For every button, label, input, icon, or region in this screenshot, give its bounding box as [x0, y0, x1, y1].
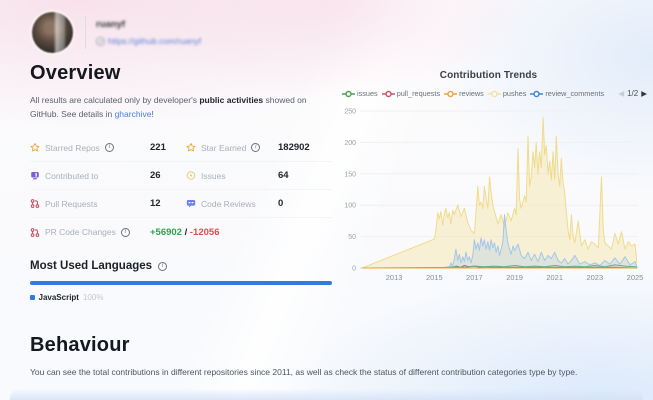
stat-label-code-reviews: Code Reviews: [186, 198, 278, 209]
contribution-trends-panel: Contribution Trends issues pull_requests r…: [340, 70, 647, 288]
chart-legend: issues pull_requests reviews pushes review_c…: [342, 89, 647, 98]
legend-item-issues[interactable]: issues: [342, 89, 378, 98]
info-icon[interactable]: i: [158, 261, 168, 271]
behaviour-title: Behaviour: [30, 334, 130, 356]
gharchive-link[interactable]: gharchive: [114, 108, 152, 119]
overview-desc-bold: public activities: [199, 95, 264, 105]
svg-text:250: 250: [344, 109, 356, 116]
language-bar: [30, 281, 332, 286]
stat-label-starred-repos: Starred Repos i: [30, 142, 150, 153]
svg-text:2017: 2017: [466, 273, 483, 282]
svg-text:2023: 2023: [586, 273, 603, 282]
info-icon[interactable]: i: [120, 227, 130, 237]
issue-icon: [186, 171, 196, 180]
overview-desc-end: !: [151, 108, 154, 119]
svg-text:150: 150: [344, 171, 356, 178]
languages-section: Most Used Languages i JavaScript 100%: [30, 260, 332, 302]
svg-text:2025: 2025: [627, 273, 644, 282]
stat-row: Pull Requests 12 Code Reviews 0: [30, 190, 332, 219]
avatar: [32, 12, 73, 53]
overview-title: Overview: [30, 62, 121, 84]
stat-label-contributed-to: Contributed to: [30, 170, 150, 181]
legend-marker-icon: [487, 90, 501, 97]
languages-title: Most Used Languages: [30, 260, 153, 273]
pr-icon: [30, 227, 40, 237]
star-icon: [30, 143, 40, 152]
next-chart-preview: [10, 389, 643, 400]
language-dot: [30, 295, 35, 300]
profile-url: https://github.com/ruanyf: [108, 36, 202, 46]
legend-marker-icon: [530, 90, 544, 97]
pr-icon: [30, 199, 40, 209]
contribution-trends-chart[interactable]: 0 50 100 150 200 250 2013 2015 2017 2019 2021 2023 2…: [340, 104, 647, 288]
legend-prev-arrow[interactable]: ◀: [618, 89, 625, 98]
legend-item-pull_requests[interactable]: pull_requests: [381, 89, 440, 98]
stat-value-pull-requests: 12: [150, 198, 161, 210]
behaviour-desc: You can see the total contributions in d…: [30, 367, 578, 377]
profile-link[interactable]: https://github.com/ruanyf: [96, 36, 201, 46]
legend-marker-icon: [381, 90, 395, 97]
svg-text:100: 100: [344, 203, 356, 210]
legend-next-arrow[interactable]: ▶: [641, 89, 647, 98]
star-icon: [186, 143, 196, 152]
behaviour-section: Behaviour You can see the total contribu…: [30, 334, 630, 377]
stat-value-contributed-to: 26: [150, 170, 161, 182]
legend-item-pushes[interactable]: pushes: [487, 89, 526, 98]
stat-value-star-earned: 182902: [278, 142, 310, 154]
stat-label-pr-code-changes: PR Code Changes i: [30, 227, 150, 238]
overview-desc-text: All results are calculated only by devel…: [30, 95, 200, 105]
svg-text:2021: 2021: [546, 273, 563, 282]
svg-text:2019: 2019: [506, 273, 523, 282]
info-icon[interactable]: i: [251, 143, 261, 153]
stat-row: Starred Repos i 221 Star Earned i 182902: [30, 134, 332, 163]
overview-desc: All results are calculated only by devel…: [30, 94, 332, 121]
stat-label-pull-requests: Pull Requests: [30, 198, 150, 209]
overview-stats: Starred Repos i 221 Star Earned i 182902 Con…: [30, 134, 332, 246]
profile-header: ruanyf https://github.com/ruanyf: [32, 12, 201, 53]
stat-value-code-reviews: 0: [278, 198, 284, 210]
legend-marker-icon: [444, 90, 458, 97]
legend-pagination: ◀ 1/2 ▶: [618, 89, 647, 98]
username: ruanyf: [96, 19, 126, 30]
stat-label-issues: Issues: [186, 170, 278, 181]
legend-item-reviews[interactable]: reviews: [444, 89, 484, 98]
legend-marker-icon: [342, 90, 355, 97]
svg-text:2013: 2013: [386, 273, 403, 282]
stat-value-starred-repos: 221: [150, 142, 166, 154]
svg-text:0: 0: [352, 266, 356, 273]
stat-value-pr-code-changes: +56902 / -12056: [150, 226, 220, 238]
info-icon[interactable]: i: [104, 143, 114, 153]
svg-text:200: 200: [344, 140, 356, 147]
header-divider: [85, 16, 86, 49]
legend-page-label: 1/2: [627, 89, 639, 98]
stat-value-issues: 64: [278, 170, 289, 182]
monitor-icon: [31, 172, 39, 180]
svg-text:2015: 2015: [426, 273, 443, 282]
stat-label-star-earned: Star Earned i: [186, 142, 278, 153]
stat-row: PR Code Changes i +56902 / -12056: [30, 218, 332, 246]
stat-row: Contributed to 26 Issues 64: [30, 162, 332, 191]
review-icon: [186, 200, 196, 208]
legend-item-review_comments[interactable]: review_comments: [530, 89, 604, 98]
link-icon: [96, 36, 105, 46]
chart-title: Contribution Trends: [439, 70, 538, 81]
overview-desc-text2: showed on GitHub. See details in: [30, 95, 307, 119]
language-item-javascript: JavaScript 100%: [30, 293, 332, 302]
svg-text:50: 50: [348, 234, 356, 241]
